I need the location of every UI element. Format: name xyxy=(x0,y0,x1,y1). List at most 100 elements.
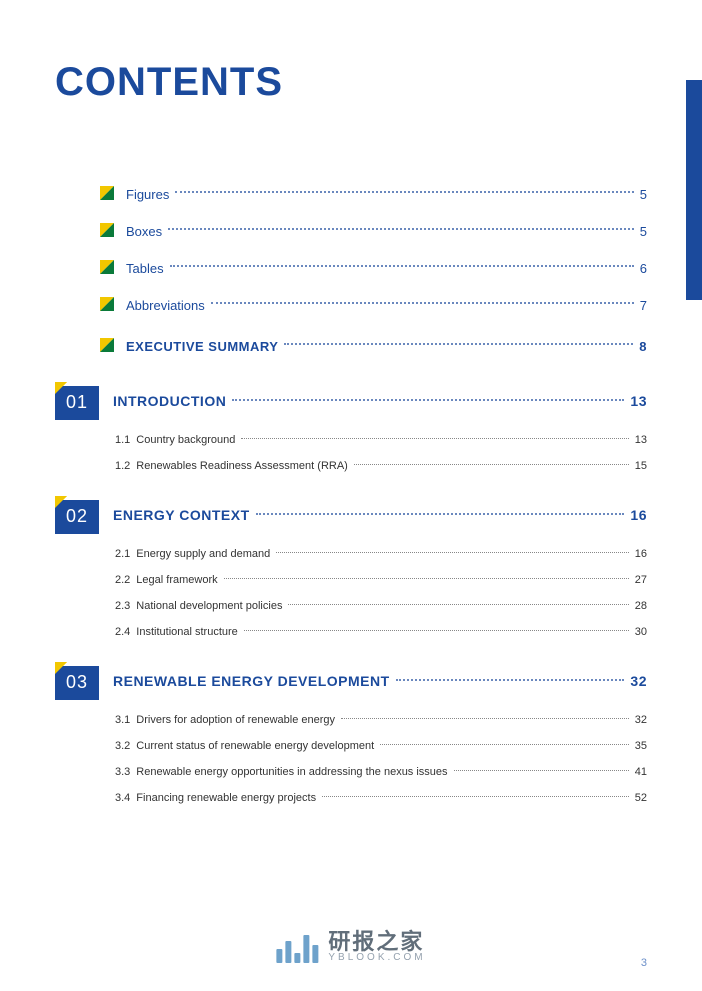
toc-page: 5 xyxy=(640,224,647,239)
leader-dots xyxy=(211,302,634,304)
sub-page: 28 xyxy=(635,600,647,612)
section-number-badge: 02 xyxy=(55,496,99,534)
watermark-cn: 研报之家 xyxy=(328,931,425,953)
section-title: RENEWABLE ENERGY DEVELOPMENT xyxy=(113,673,390,689)
section-number: 03 xyxy=(55,662,99,700)
sub-label: Current status of renewable energy devel… xyxy=(136,740,374,752)
sub-number: 3.1 xyxy=(115,714,130,726)
leader-dots xyxy=(354,464,629,465)
leader-dots xyxy=(276,552,629,553)
toc-section: 01INTRODUCTION131.1Country background131… xyxy=(55,382,647,472)
watermark-en: YBLOOK.COM xyxy=(328,953,425,963)
sub-entry: 2.3National development policies28 xyxy=(115,600,647,612)
sub-label: Institutional structure xyxy=(136,626,238,638)
section-heading: 01 INTRODUCTION 13 xyxy=(55,382,647,420)
toc-page: 5 xyxy=(640,187,647,202)
sub-entry: 2.1Energy supply and demand16 xyxy=(115,548,647,560)
toc-label: Tables xyxy=(126,261,164,276)
sub-list: 1.1 Country background 13 1.2Renewables Rea… xyxy=(115,434,647,472)
section-number-badge: 03 xyxy=(55,662,99,700)
leader-dots xyxy=(244,630,629,631)
sub-number: 3.3 xyxy=(115,766,130,778)
watermark-bars-icon xyxy=(276,931,318,963)
toc-entry: Abbreviations 7 xyxy=(100,296,647,313)
leader-dots xyxy=(175,191,633,193)
leader-dots xyxy=(288,604,628,605)
leader-dots xyxy=(170,265,634,267)
leader-dots xyxy=(284,343,633,345)
sub-entry: 2.4 Institutional structure 30 xyxy=(115,626,647,638)
sub-list: 2.1Energy supply and demand16 2.2 Legal fr… xyxy=(115,548,647,638)
toc-label: Boxes xyxy=(126,224,162,239)
toc-entry: Figures 5 xyxy=(100,185,647,202)
sub-entry: 3.1Drivers for adoption of renewable ene… xyxy=(115,714,647,726)
sub-number: 2.4 xyxy=(115,626,130,638)
leader-dots xyxy=(241,438,628,439)
sub-page: 41 xyxy=(635,766,647,778)
section-number: 02 xyxy=(55,496,99,534)
sub-page: 15 xyxy=(635,460,647,472)
sub-label: Financing renewable energy projects xyxy=(136,792,316,804)
sub-entry: 3.4 Financing renewable energy projects 52 xyxy=(115,792,647,804)
sub-page: 35 xyxy=(635,740,647,752)
sub-entry: 1.1 Country background 13 xyxy=(115,434,647,446)
side-accent-bar xyxy=(686,80,702,300)
sub-page: 13 xyxy=(635,434,647,446)
leader-dots xyxy=(396,679,625,681)
section-page: 13 xyxy=(630,393,647,409)
sub-number: 3.2 xyxy=(115,740,130,752)
diamond-icon xyxy=(100,223,114,237)
toc-label: Figures xyxy=(126,187,169,202)
toc-entry: Boxes 5 xyxy=(100,222,647,239)
leader-dots xyxy=(454,770,629,771)
sub-label: Country background xyxy=(136,434,235,446)
sub-entry: 2.2 Legal framework 27 xyxy=(115,574,647,586)
leader-dots xyxy=(232,399,624,401)
toc-entry: Tables 6 xyxy=(100,259,647,276)
toc-page: 7 xyxy=(640,298,647,313)
sub-page: 52 xyxy=(635,792,647,804)
sub-list: 3.1Drivers for adoption of renewable ene… xyxy=(115,714,647,804)
sub-number: 1.1 xyxy=(115,434,130,446)
toc-label: Abbreviations xyxy=(126,298,205,313)
toc-section: 02ENERGY CONTEXT162.1Energy supply and d… xyxy=(55,496,647,638)
sub-page: 32 xyxy=(635,714,647,726)
watermark-bar xyxy=(303,935,309,963)
diamond-icon xyxy=(100,260,114,274)
watermark-bar xyxy=(312,945,318,963)
leader-dots xyxy=(224,578,629,579)
watermark-bar xyxy=(294,953,300,963)
sub-label: Legal framework xyxy=(136,574,217,586)
diamond-icon xyxy=(100,338,114,352)
exec-page: 8 xyxy=(639,339,647,354)
leader-dots xyxy=(322,796,629,797)
toc-page: 6 xyxy=(640,261,647,276)
sub-number: 1.2 xyxy=(115,460,130,472)
section-title: ENERGY CONTEXT xyxy=(113,507,250,523)
sub-page: 27 xyxy=(635,574,647,586)
sub-entry: 1.2Renewables Readiness Assessment (RRA)… xyxy=(115,460,647,472)
sub-entry: 3.2 Current status of renewable energy de… xyxy=(115,740,647,752)
section-page: 32 xyxy=(630,673,647,689)
sub-label: Renewable energy opportunities in addres… xyxy=(136,766,447,778)
diamond-icon xyxy=(100,297,114,311)
sub-number: 2.2 xyxy=(115,574,130,586)
sub-entry: 3.3 Renewable energy opportunities in add… xyxy=(115,766,647,778)
section-heading: 02 ENERGY CONTEXT 16 xyxy=(55,496,647,534)
leader-dots xyxy=(256,513,625,515)
section-title: INTRODUCTION xyxy=(113,393,226,409)
section-heading: 03 RENEWABLE ENERGY DEVELOPMENT 32 xyxy=(55,662,647,700)
watermark-bar xyxy=(285,941,291,963)
section-page: 16 xyxy=(630,507,647,523)
toc-executive-summary: EXECUTIVE SUMMARY 8 xyxy=(100,337,647,354)
toc-front-matter: Figures 5 Boxes 5 Tables 6 Abbreviations 7 xyxy=(100,185,647,313)
leader-dots xyxy=(341,718,629,719)
section-number: 01 xyxy=(55,382,99,420)
sub-number: 3.4 xyxy=(115,792,130,804)
diamond-icon xyxy=(100,186,114,200)
sub-page: 30 xyxy=(635,626,647,638)
leader-dots xyxy=(380,744,629,745)
sub-page: 16 xyxy=(635,548,647,560)
page-title: CONTENTS xyxy=(55,60,647,105)
sub-number: 2.3 xyxy=(115,600,130,612)
